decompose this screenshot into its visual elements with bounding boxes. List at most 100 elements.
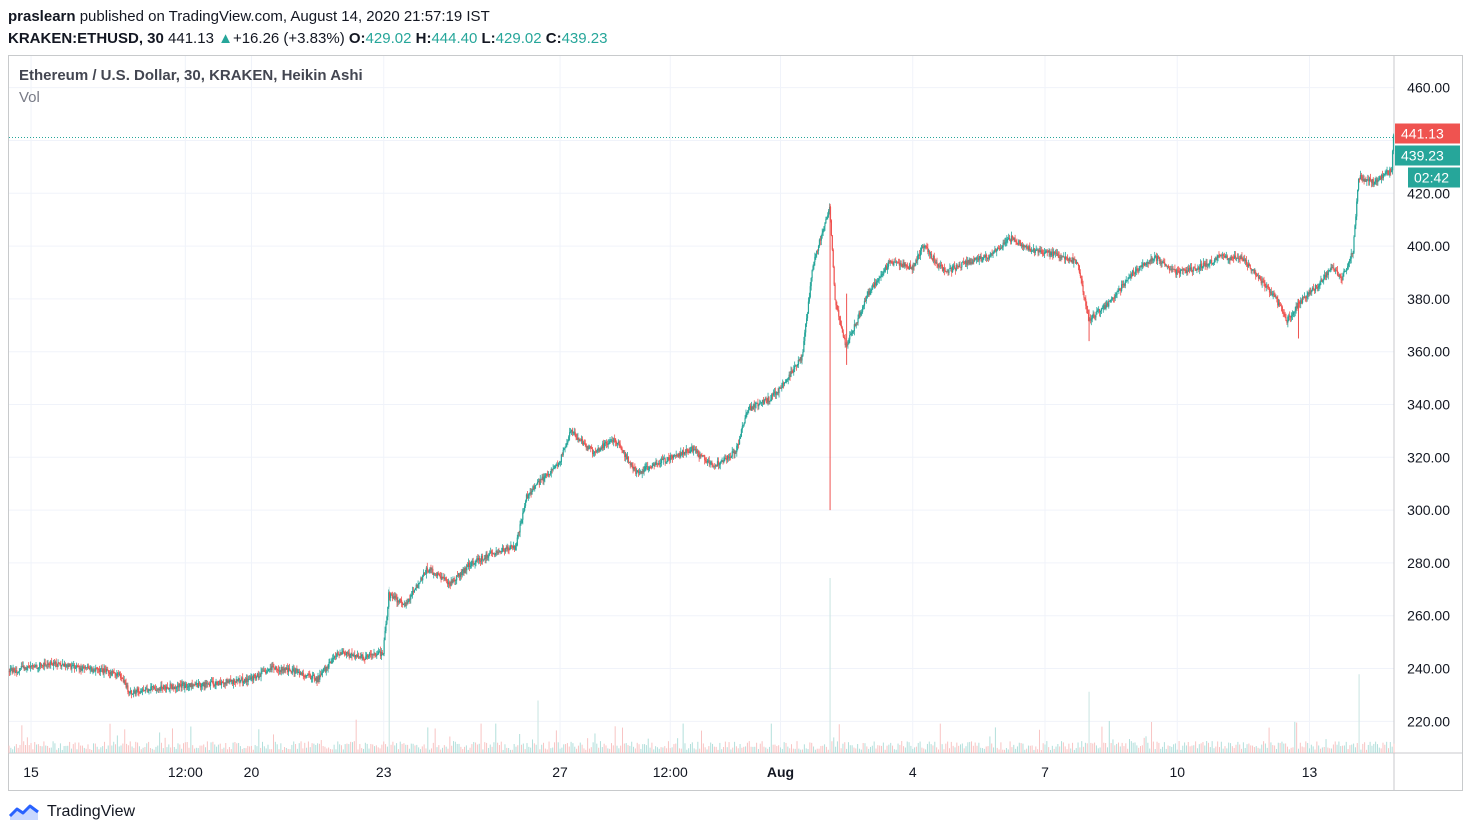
candle-body bbox=[1081, 278, 1083, 286]
candle-body bbox=[254, 674, 256, 676]
candle-body bbox=[1062, 256, 1064, 258]
candle-body bbox=[1199, 267, 1201, 270]
candle-body bbox=[133, 690, 135, 694]
candle-body bbox=[659, 463, 661, 465]
candle-body bbox=[792, 372, 794, 374]
candle-body bbox=[265, 671, 267, 674]
candle-body bbox=[953, 265, 956, 268]
candle-body bbox=[775, 393, 777, 395]
brand[interactable]: TradingView bbox=[8, 801, 135, 823]
candle-body bbox=[1284, 313, 1286, 318]
candle-body bbox=[1064, 256, 1066, 260]
candle-body bbox=[465, 568, 467, 571]
candle-body bbox=[507, 546, 509, 550]
candle-body bbox=[378, 651, 381, 653]
author-name[interactable]: praslearn bbox=[8, 8, 76, 25]
candle-body bbox=[215, 681, 217, 686]
candle-body bbox=[155, 690, 157, 691]
candle-body bbox=[130, 690, 133, 695]
candle-body bbox=[189, 683, 191, 688]
candle-body bbox=[1361, 176, 1363, 181]
candle-body bbox=[473, 563, 475, 565]
candle-body bbox=[880, 274, 882, 277]
candle-body bbox=[1212, 262, 1215, 264]
candle-body bbox=[558, 462, 560, 467]
candle-body bbox=[298, 671, 300, 673]
candle-body bbox=[1387, 170, 1389, 175]
candle-body bbox=[445, 579, 448, 581]
candle-body bbox=[483, 558, 485, 560]
candle-body bbox=[768, 397, 770, 402]
candle-body bbox=[340, 652, 342, 655]
candle-body bbox=[1076, 261, 1078, 264]
chart-frame[interactable] bbox=[8, 55, 1463, 791]
candle-body bbox=[1123, 284, 1125, 286]
candle-body bbox=[922, 245, 924, 248]
change-up-icon: ▲ bbox=[218, 30, 233, 47]
candle-body bbox=[127, 685, 129, 692]
candle-body bbox=[427, 570, 429, 572]
candle-body bbox=[1319, 282, 1321, 286]
candle-body bbox=[1357, 178, 1360, 190]
candle-body bbox=[996, 250, 998, 252]
candle-body bbox=[274, 668, 276, 670]
candle-body bbox=[51, 664, 54, 666]
candle-body bbox=[904, 263, 906, 267]
candle-body bbox=[1073, 258, 1075, 264]
candle-body bbox=[916, 260, 918, 261]
candle-body bbox=[342, 650, 344, 653]
candle-body bbox=[618, 441, 620, 444]
candle-body bbox=[178, 684, 180, 688]
candle-body bbox=[1113, 298, 1115, 299]
candle-body bbox=[67, 664, 69, 668]
candle-body bbox=[64, 664, 67, 667]
candle-body bbox=[459, 572, 461, 577]
candle-body bbox=[47, 663, 49, 665]
candle-body bbox=[1015, 241, 1017, 243]
candle-body bbox=[1287, 316, 1289, 323]
candle-body bbox=[739, 436, 742, 439]
x-tick-label: 10 bbox=[1169, 764, 1185, 780]
y-tick-label: 460.00 bbox=[1407, 80, 1450, 96]
candle-body bbox=[506, 546, 508, 549]
candle-body bbox=[484, 558, 486, 559]
candle-body bbox=[439, 575, 441, 577]
candle-body bbox=[231, 679, 233, 682]
candle-body bbox=[1363, 179, 1365, 182]
candle-body bbox=[74, 667, 77, 669]
candle-body bbox=[1091, 317, 1093, 320]
candle-body bbox=[686, 449, 688, 450]
x-tick-label: 20 bbox=[244, 764, 260, 780]
candle-body bbox=[720, 461, 722, 463]
candle-body bbox=[1169, 269, 1171, 271]
candle-body bbox=[884, 269, 886, 272]
last-price-tag: 441.13 bbox=[1401, 126, 1444, 142]
candle-body bbox=[635, 467, 637, 474]
candle-body bbox=[896, 261, 898, 263]
candle-body bbox=[308, 673, 310, 675]
candle-body bbox=[262, 670, 264, 672]
candle-body bbox=[1379, 176, 1381, 181]
candle-body bbox=[185, 683, 187, 686]
candle-body bbox=[253, 674, 255, 681]
candle-body bbox=[260, 671, 262, 677]
candle-body bbox=[936, 262, 938, 265]
candle-body bbox=[886, 267, 889, 270]
candle-body bbox=[1022, 244, 1024, 247]
candle-body bbox=[1019, 241, 1022, 246]
candle-body bbox=[746, 412, 748, 414]
candle-body bbox=[36, 665, 38, 669]
candle-body bbox=[515, 545, 517, 546]
candle-body bbox=[1314, 285, 1317, 291]
candle-body bbox=[474, 563, 476, 565]
candle-body bbox=[19, 668, 22, 670]
candle-body bbox=[62, 663, 64, 665]
candle-body bbox=[839, 316, 841, 321]
candle-body bbox=[287, 668, 289, 673]
candle-body bbox=[1085, 299, 1087, 306]
candle-body bbox=[604, 442, 607, 443]
candle-body bbox=[41, 664, 44, 667]
y-tick-label: 300.00 bbox=[1407, 502, 1450, 518]
candle-body bbox=[466, 564, 468, 571]
